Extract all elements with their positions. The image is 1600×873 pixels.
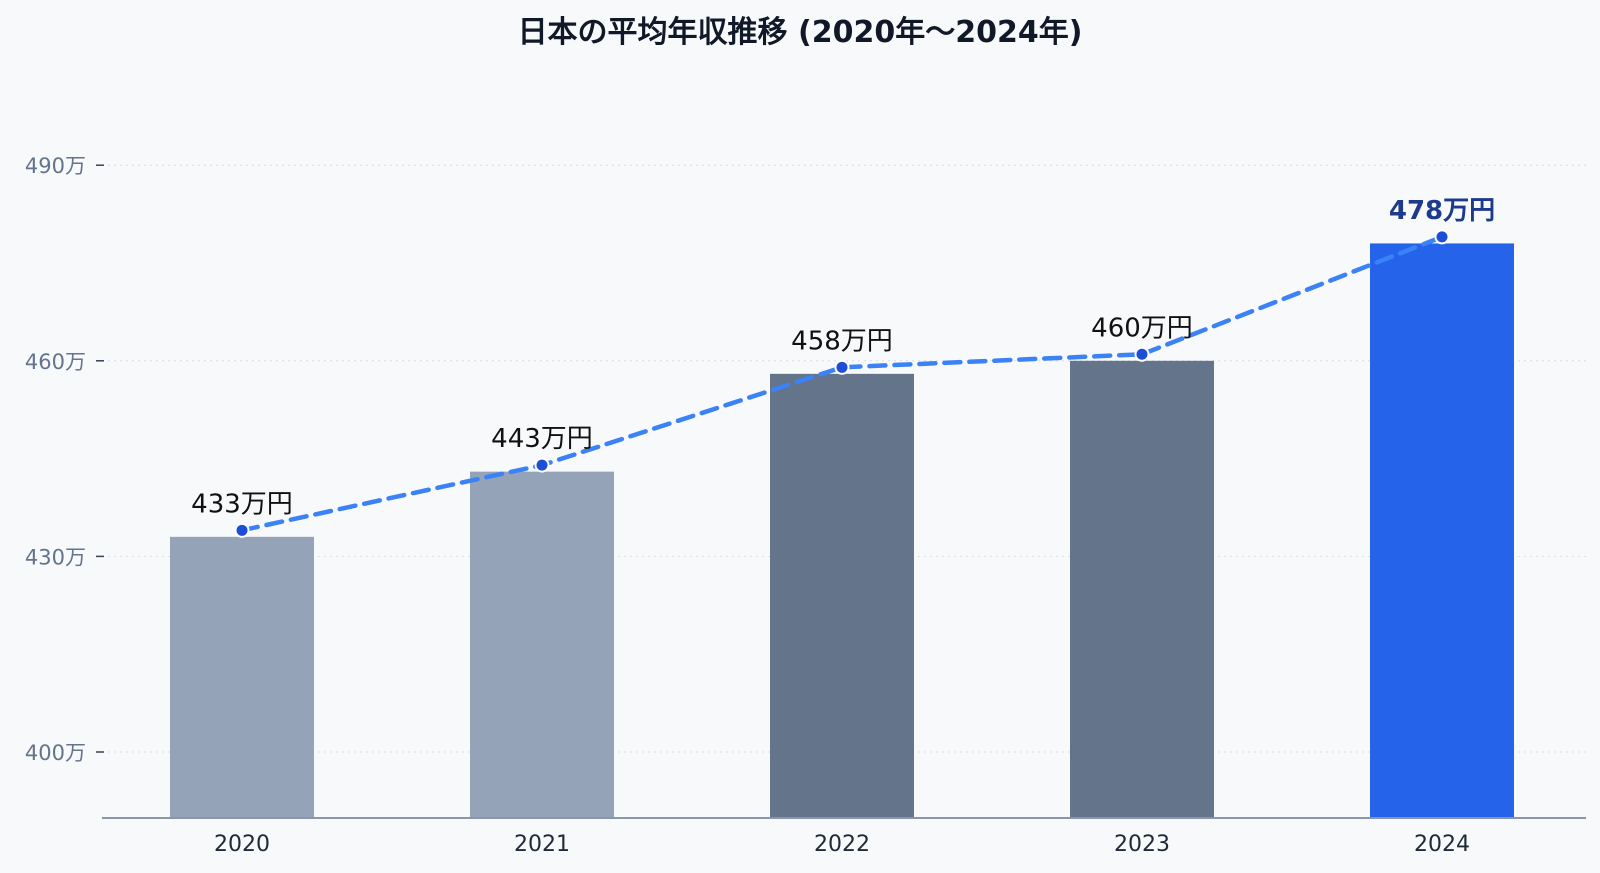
data-labels: 433万円 443万円 458万円 460万円 478万円 <box>191 196 1495 519</box>
y-tick-label: 490万 <box>25 154 86 178</box>
x-tick-labels: 2020 2021 2022 2023 2024 <box>214 832 1470 857</box>
trend-point-2020 <box>234 522 250 538</box>
trend-point-2021 <box>534 457 550 473</box>
chart-title: 日本の平均年収推移 (2020年〜2024年) <box>518 15 1083 50</box>
x-tick-label: 2024 <box>1414 832 1470 857</box>
y-tick-label: 460万 <box>25 350 86 374</box>
bar-2022 <box>770 373 914 818</box>
data-label-2023: 460万円 <box>1091 313 1193 343</box>
bar-2021 <box>470 471 614 818</box>
bar-2020 <box>170 536 314 818</box>
bar-2023 <box>1070 360 1214 818</box>
trend-point-2022 <box>834 359 850 375</box>
bar-2024 <box>1370 243 1514 818</box>
data-label-2020: 433万円 <box>191 489 293 519</box>
grid-layer: 400万 430万 460万 490万 <box>25 154 1586 765</box>
data-label-2022: 458万円 <box>791 326 893 356</box>
trend-point-2024 <box>1434 229 1450 245</box>
x-tick-label: 2022 <box>814 832 870 857</box>
trend-layer <box>234 229 1450 538</box>
y-tick-label: 400万 <box>25 741 86 765</box>
bars-layer <box>170 243 1514 818</box>
x-tick-label: 2021 <box>514 832 570 857</box>
x-tick-label: 2023 <box>1114 832 1170 857</box>
trend-point-2023 <box>1134 346 1150 362</box>
data-label-2021: 443万円 <box>491 424 593 454</box>
y-tick-label: 430万 <box>25 545 86 569</box>
x-tick-label: 2020 <box>214 832 270 857</box>
trend-line <box>239 234 1445 533</box>
data-label-2024: 478万円 <box>1389 196 1495 226</box>
